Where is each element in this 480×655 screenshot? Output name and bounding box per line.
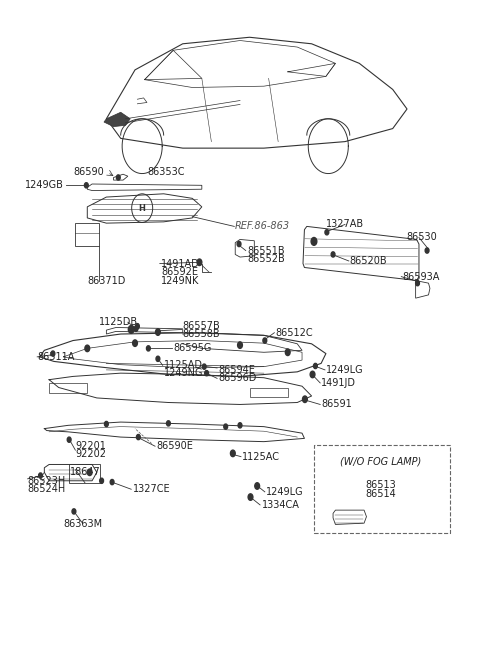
Circle shape [110, 479, 114, 485]
Circle shape [331, 252, 335, 257]
Text: 86520B: 86520B [350, 256, 387, 266]
Circle shape [72, 509, 76, 514]
Circle shape [325, 230, 329, 235]
Circle shape [116, 175, 120, 180]
Text: 1125AD: 1125AD [164, 360, 203, 370]
Text: 1334CA: 1334CA [262, 500, 300, 510]
Text: (W/O FOG LAMP): (W/O FOG LAMP) [340, 456, 421, 466]
Text: REF.86-863: REF.86-863 [235, 221, 290, 231]
Text: 18647: 18647 [70, 467, 100, 477]
Circle shape [167, 421, 170, 426]
Circle shape [132, 340, 137, 346]
Text: 1125AC: 1125AC [242, 452, 280, 462]
Circle shape [416, 280, 420, 286]
Text: 86363M: 86363M [63, 519, 102, 529]
Text: 86523H: 86523H [28, 476, 66, 486]
Text: 86551B: 86551B [247, 246, 285, 255]
Text: H: H [139, 204, 145, 213]
Circle shape [134, 326, 138, 331]
Text: 1491JD: 1491JD [321, 378, 356, 388]
Text: 86596D: 86596D [218, 373, 257, 383]
Circle shape [100, 478, 104, 483]
Text: 86371D: 86371D [87, 276, 126, 286]
Circle shape [38, 473, 42, 478]
Text: 86524H: 86524H [28, 484, 66, 495]
Text: 86514: 86514 [365, 489, 396, 499]
Text: 92202: 92202 [75, 449, 107, 459]
Circle shape [224, 424, 228, 429]
Circle shape [425, 248, 429, 253]
Circle shape [238, 342, 242, 348]
Circle shape [67, 437, 71, 442]
Text: 86530: 86530 [406, 233, 437, 242]
Circle shape [146, 346, 150, 351]
Circle shape [51, 351, 55, 356]
Circle shape [156, 329, 160, 335]
Bar [69, 464, 100, 483]
Circle shape [285, 349, 290, 356]
Circle shape [84, 183, 88, 188]
Text: 1249LG: 1249LG [326, 365, 363, 375]
Text: 86590: 86590 [73, 167, 104, 178]
Circle shape [248, 494, 253, 500]
Text: 86592E: 86592E [161, 267, 198, 277]
Text: 1249NK: 1249NK [161, 276, 200, 286]
Text: 86593A: 86593A [402, 272, 440, 282]
Circle shape [313, 364, 317, 369]
Circle shape [255, 483, 260, 489]
Text: 86557B: 86557B [183, 321, 220, 331]
Text: 86558B: 86558B [183, 329, 220, 339]
Polygon shape [104, 112, 130, 126]
Text: 92201: 92201 [75, 441, 106, 451]
Circle shape [310, 371, 315, 378]
Circle shape [87, 469, 92, 476]
Circle shape [311, 238, 317, 246]
Text: 1249GB: 1249GB [24, 180, 63, 191]
Circle shape [302, 396, 307, 403]
Circle shape [197, 259, 202, 265]
Circle shape [202, 364, 206, 369]
Text: 1327CE: 1327CE [132, 484, 170, 495]
Text: 1125DB: 1125DB [99, 317, 138, 328]
Text: 86353C: 86353C [147, 167, 184, 178]
Text: 86511A: 86511A [37, 352, 74, 362]
Circle shape [85, 345, 90, 352]
Text: 86512C: 86512C [276, 328, 313, 338]
Circle shape [156, 356, 160, 362]
Circle shape [238, 422, 242, 428]
Text: 86591: 86591 [321, 400, 352, 409]
Text: 86595G: 86595G [173, 343, 212, 353]
Text: 86513: 86513 [365, 480, 396, 491]
Circle shape [128, 326, 134, 333]
Text: 1327AB: 1327AB [326, 219, 364, 229]
Text: 86552B: 86552B [247, 254, 285, 264]
Circle shape [136, 434, 140, 440]
Text: 1249NG: 1249NG [164, 368, 203, 378]
Circle shape [263, 338, 267, 343]
Text: 86594E: 86594E [218, 365, 255, 375]
Circle shape [237, 242, 241, 247]
Circle shape [204, 371, 208, 376]
Text: 86590E: 86590E [156, 441, 193, 451]
Circle shape [135, 324, 139, 329]
Circle shape [230, 450, 235, 457]
Circle shape [105, 421, 108, 426]
Text: 1249LG: 1249LG [266, 487, 304, 497]
Text: 1491AD: 1491AD [161, 259, 200, 269]
